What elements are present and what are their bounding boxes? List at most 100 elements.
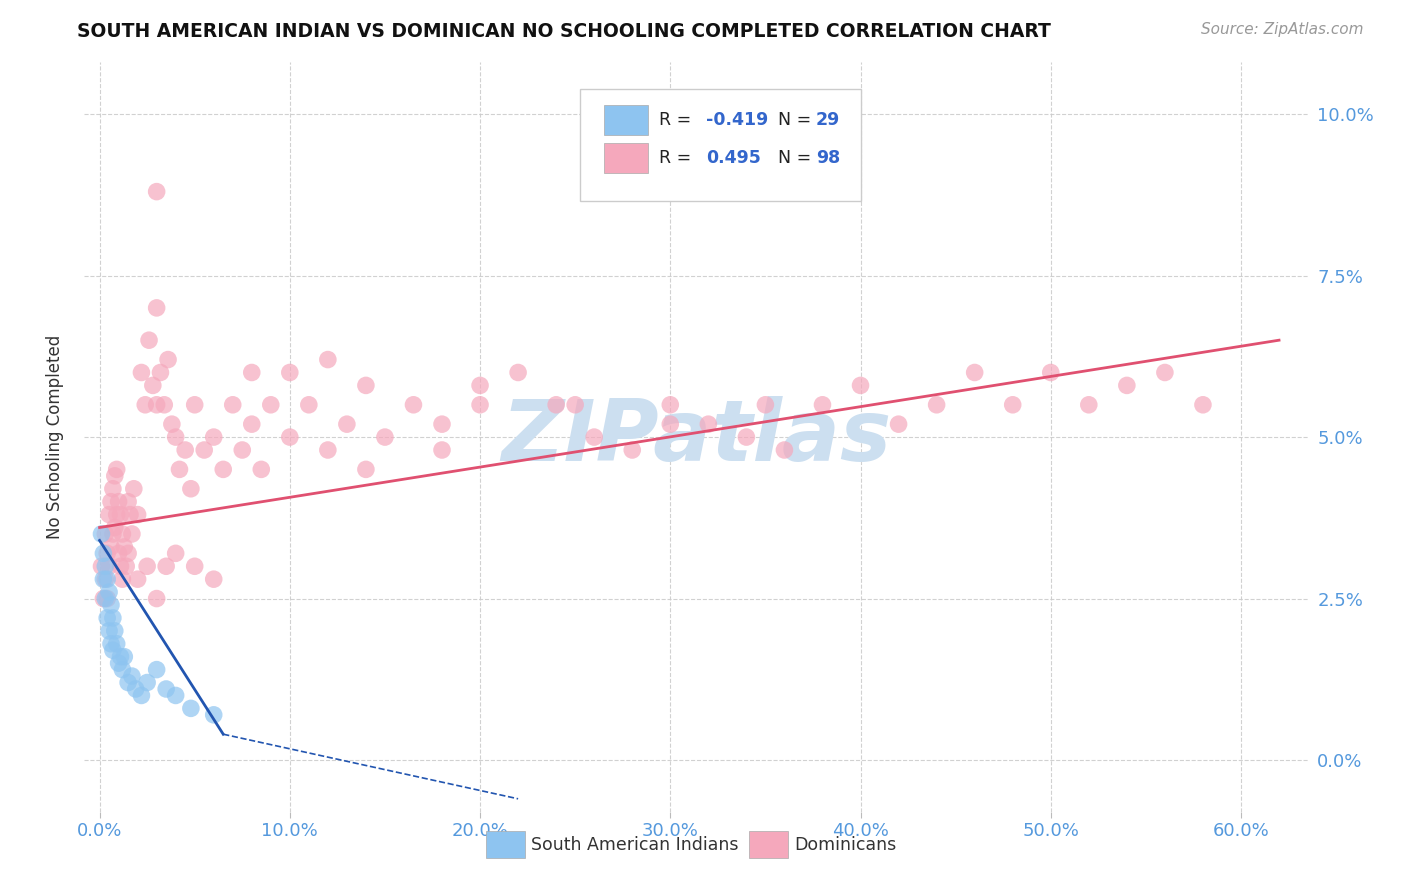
- Point: [278, 430, 301, 444]
- Point: [149, 366, 172, 380]
- Point: [202, 572, 225, 586]
- Point: [145, 301, 167, 315]
- Point: [131, 366, 153, 380]
- FancyBboxPatch shape: [605, 143, 648, 172]
- Point: [90, 559, 112, 574]
- Point: [110, 649, 132, 664]
- FancyBboxPatch shape: [579, 88, 860, 201]
- Point: [773, 442, 796, 457]
- Point: [546, 398, 568, 412]
- Point: [506, 366, 529, 380]
- Point: [101, 611, 124, 625]
- Point: [105, 637, 128, 651]
- Point: [183, 559, 205, 574]
- Point: [115, 559, 138, 574]
- Point: [98, 585, 121, 599]
- Point: [107, 494, 129, 508]
- Point: [96, 591, 118, 606]
- Point: [278, 366, 301, 380]
- Point: [925, 398, 948, 412]
- Point: [754, 398, 776, 412]
- Point: [402, 398, 425, 412]
- Point: [98, 624, 121, 638]
- Point: [134, 398, 156, 412]
- Point: [94, 591, 117, 606]
- Text: 29: 29: [815, 112, 841, 129]
- Point: [100, 540, 122, 554]
- Point: [240, 417, 263, 432]
- Point: [165, 546, 187, 560]
- Point: [145, 185, 167, 199]
- Point: [193, 442, 215, 457]
- Point: [697, 417, 720, 432]
- Text: South American Indians: South American Indians: [531, 836, 738, 854]
- Point: [155, 559, 177, 574]
- Text: SOUTH AMERICAN INDIAN VS DOMINICAN NO SCHOOLING COMPLETED CORRELATION CHART: SOUTH AMERICAN INDIAN VS DOMINICAN NO SC…: [77, 22, 1052, 41]
- Point: [94, 572, 117, 586]
- Point: [849, 378, 872, 392]
- Text: 0.495: 0.495: [706, 149, 761, 167]
- Point: [887, 417, 910, 432]
- Point: [298, 398, 321, 412]
- Point: [583, 430, 606, 444]
- Point: [1039, 366, 1062, 380]
- FancyBboxPatch shape: [605, 105, 648, 135]
- Point: [165, 689, 187, 703]
- Point: [1077, 398, 1099, 412]
- Point: [180, 701, 202, 715]
- Point: [101, 643, 124, 657]
- Point: [100, 598, 122, 612]
- Point: [136, 675, 159, 690]
- Point: [104, 520, 127, 534]
- Point: [155, 681, 177, 696]
- Point: [117, 494, 139, 508]
- Point: [316, 442, 339, 457]
- Point: [468, 378, 491, 392]
- Point: [107, 656, 129, 670]
- Point: [145, 663, 167, 677]
- Point: [107, 546, 129, 560]
- Point: [105, 508, 128, 522]
- Point: [100, 494, 122, 508]
- Point: [963, 366, 986, 380]
- Point: [659, 398, 682, 412]
- Point: [127, 572, 149, 586]
- Point: [110, 559, 132, 574]
- Point: [231, 442, 253, 457]
- Point: [183, 398, 205, 412]
- Point: [138, 333, 160, 347]
- Point: [165, 430, 187, 444]
- Point: [250, 462, 273, 476]
- Point: [621, 442, 644, 457]
- Text: R =: R =: [659, 112, 697, 129]
- Point: [145, 398, 167, 412]
- Point: [260, 398, 283, 412]
- Text: N =: N =: [778, 149, 817, 167]
- Point: [98, 559, 121, 574]
- Point: [374, 430, 396, 444]
- Point: [145, 591, 167, 606]
- Point: [811, 398, 834, 412]
- Point: [117, 546, 139, 560]
- FancyBboxPatch shape: [485, 831, 524, 858]
- Point: [160, 417, 183, 432]
- Point: [125, 681, 148, 696]
- Text: Source: ZipAtlas.com: Source: ZipAtlas.com: [1201, 22, 1364, 37]
- FancyBboxPatch shape: [748, 831, 787, 858]
- Point: [94, 527, 117, 541]
- Point: [468, 398, 491, 412]
- Point: [659, 417, 682, 432]
- Text: R =: R =: [659, 149, 697, 167]
- Point: [94, 559, 117, 574]
- Point: [110, 508, 132, 522]
- Point: [111, 527, 134, 541]
- Point: [121, 669, 143, 683]
- Point: [735, 430, 758, 444]
- Point: [93, 572, 115, 586]
- Point: [142, 378, 165, 392]
- Point: [105, 462, 128, 476]
- Point: [136, 559, 159, 574]
- Point: [122, 482, 145, 496]
- Text: ZIPatlas: ZIPatlas: [501, 395, 891, 479]
- Point: [564, 398, 586, 412]
